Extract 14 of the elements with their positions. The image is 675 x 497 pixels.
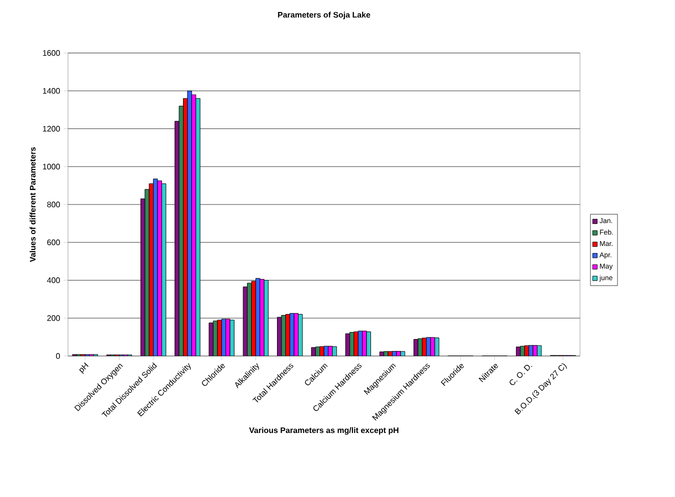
chart-title: Parameters of Soja Lake xyxy=(278,12,370,20)
y-tick-label: 1200 xyxy=(43,126,60,132)
x-tick-label: C. O. D. xyxy=(510,364,532,386)
y-tick-label: 1600 xyxy=(43,50,60,56)
y-axis-title: Values of different Parameters xyxy=(30,147,36,262)
y-tick-label: 1000 xyxy=(43,164,60,170)
y-tick-label: 0 xyxy=(56,353,60,359)
y-tick-label: 200 xyxy=(47,315,60,321)
y-tick-label: 400 xyxy=(47,277,60,284)
x-axis-title: Various Parameters as mg/lit except pH xyxy=(249,427,398,435)
y-tick-label: 600 xyxy=(47,240,60,246)
y-tick-label: 800 xyxy=(47,202,60,208)
y-tick-label: 1400 xyxy=(43,88,60,94)
x-tick-label: pH xyxy=(79,362,88,374)
